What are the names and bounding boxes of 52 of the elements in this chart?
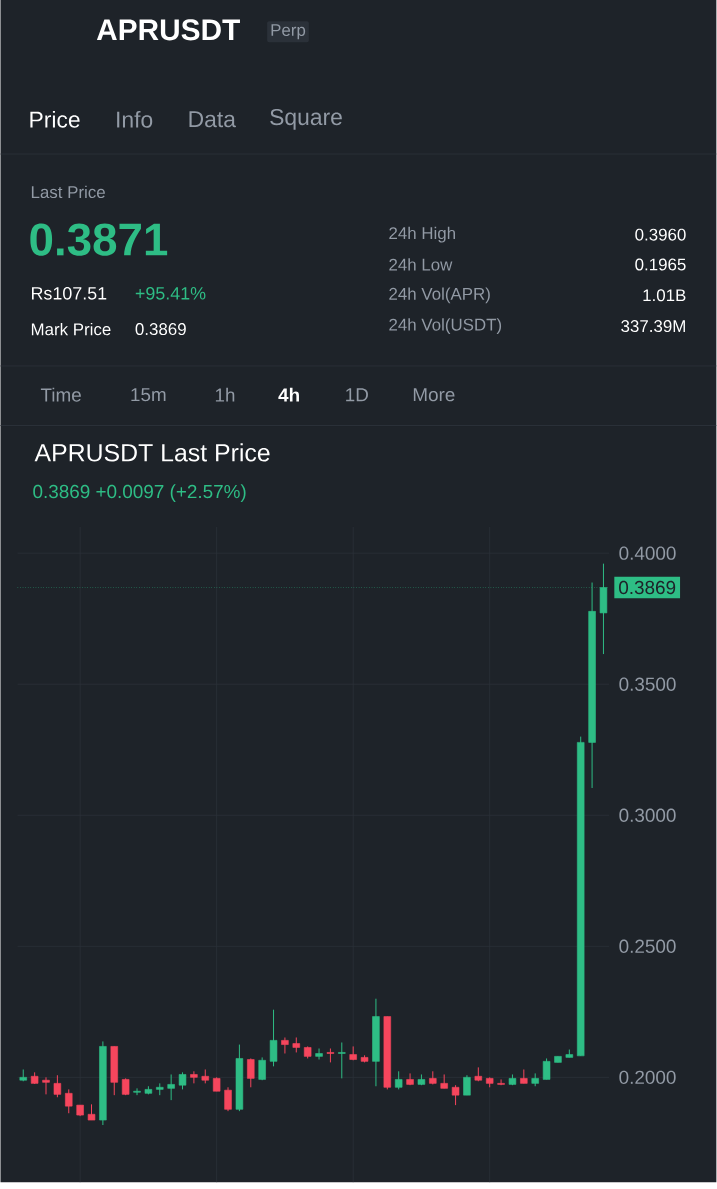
candlestick (451, 1084, 460, 1106)
candlestick (247, 1057, 255, 1088)
chart-subtitle: 0.3869 +0.0097 (+2.57%) (33, 484, 246, 502)
candlestick (338, 1041, 346, 1079)
candlestick (53, 1074, 62, 1098)
candlestick (224, 1086, 232, 1112)
candlestick (42, 1076, 50, 1095)
candlestick (406, 1072, 414, 1086)
candlestick (281, 1037, 289, 1054)
text: Square (270, 108, 342, 130)
text: 24h High (389, 226, 456, 243)
text: Data (189, 111, 236, 128)
candlestick (463, 1074, 471, 1096)
text: APRUSDT (96, 19, 241, 41)
text: 4h (278, 387, 300, 402)
text: Info (117, 110, 153, 128)
y-tick-label: 0.2000 (619, 1070, 676, 1085)
text: 1.01B (643, 289, 686, 302)
y-tick-label: 0.4000 (619, 546, 676, 560)
candlestick (542, 1057, 551, 1080)
candlestick (497, 1078, 505, 1086)
text: 0.3869 (135, 323, 186, 336)
text: Time (40, 387, 81, 402)
candlestick (65, 1088, 73, 1114)
text: 15m (131, 388, 166, 402)
chart-title: APRUSDT Last Price (34, 443, 270, 462)
text: Last Price (31, 185, 105, 199)
ref-line-label: 0.3869 (619, 580, 676, 595)
text: Price (30, 110, 80, 128)
candlestick (269, 1009, 278, 1067)
text: 24h Vol(USDT) (389, 318, 502, 334)
text: 24h Low (389, 258, 453, 271)
text: 24h Vol(APR) (389, 287, 490, 304)
text: Perp (271, 24, 306, 40)
text: Rs107.51 (32, 286, 107, 300)
text: More (413, 388, 455, 402)
text: 337.39M (621, 320, 686, 333)
text: 0.3960 (635, 228, 686, 241)
text: 1D (346, 388, 369, 402)
candlestick (167, 1073, 175, 1101)
candlestick (133, 1087, 141, 1096)
text: +95.41% (135, 286, 206, 300)
text: Mark Price (31, 322, 111, 336)
candlestick (395, 1070, 403, 1090)
y-tick-label: 0.3000 (619, 808, 676, 822)
y-tick-label: 0.3500 (619, 677, 676, 691)
text: 1h (215, 387, 235, 402)
y-tick-label: 0.2500 (619, 939, 676, 953)
candlestick (315, 1048, 323, 1061)
candlestick (190, 1070, 198, 1084)
text: 0.3871 (30, 223, 168, 256)
text: 0.1965 (635, 258, 686, 271)
